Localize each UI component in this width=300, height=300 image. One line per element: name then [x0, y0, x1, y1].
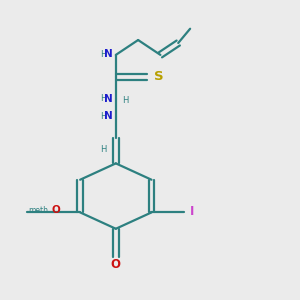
Text: H: H	[100, 145, 106, 154]
Text: H: H	[100, 94, 107, 103]
Text: O: O	[52, 205, 61, 215]
Text: I: I	[190, 205, 194, 218]
Text: meth: meth	[28, 206, 48, 215]
Text: O: O	[111, 258, 121, 271]
Text: N: N	[103, 111, 112, 122]
Text: H: H	[100, 112, 107, 121]
Text: H: H	[100, 50, 107, 59]
Text: H: H	[122, 97, 129, 106]
Text: N: N	[103, 49, 112, 59]
Text: N: N	[103, 94, 112, 104]
Text: S: S	[154, 70, 163, 83]
